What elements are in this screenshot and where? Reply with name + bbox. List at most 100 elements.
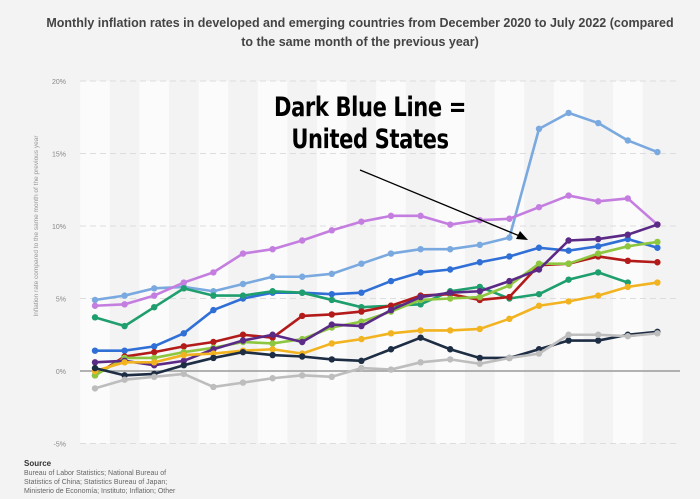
data-point — [151, 359, 158, 366]
data-point — [417, 246, 424, 253]
data-point — [595, 235, 602, 243]
data-point — [417, 293, 424, 301]
data-point — [476, 360, 483, 367]
data-point — [239, 292, 247, 299]
data-point — [476, 288, 483, 295]
data-point — [447, 289, 454, 296]
data-point — [476, 259, 483, 266]
data-point — [269, 246, 276, 253]
series-line — [94, 330, 658, 377]
data-point — [595, 337, 602, 344]
data-point — [210, 354, 217, 362]
data-point — [210, 269, 217, 276]
data-point — [151, 304, 158, 311]
data-point — [358, 322, 365, 330]
data-point — [328, 270, 335, 278]
column-band — [494, 81, 525, 444]
data-point — [387, 277, 395, 285]
data-point — [624, 195, 631, 202]
data-point — [624, 333, 631, 340]
data-point — [387, 330, 395, 337]
data-point — [654, 221, 661, 228]
data-point — [328, 321, 335, 328]
data-point — [180, 351, 187, 359]
annotation-arrow — [359, 169, 523, 238]
data-point — [565, 337, 572, 344]
data-point — [535, 290, 543, 298]
data-point — [269, 288, 276, 295]
data-point — [654, 244, 661, 251]
data-point — [654, 279, 661, 286]
data-point — [151, 373, 158, 380]
data-point — [595, 119, 602, 127]
data-point — [180, 343, 187, 350]
data-point — [328, 296, 335, 304]
data-point — [210, 306, 217, 314]
data-point — [151, 292, 158, 299]
y-axis-label: Inflation rate compared to the same mont… — [33, 135, 40, 317]
data-point — [299, 338, 306, 346]
data-point — [417, 359, 424, 366]
data-point — [299, 372, 306, 379]
column-band — [376, 81, 406, 444]
data-point — [239, 250, 247, 257]
data-point — [358, 357, 365, 365]
data-point — [565, 247, 572, 254]
data-point — [447, 327, 454, 334]
y-tick-label: 20% — [52, 79, 66, 86]
data-point — [476, 241, 483, 249]
y-tick-label: -5% — [54, 442, 66, 449]
annotation-text: Dark Blue Line = United States — [261, 92, 479, 156]
data-point — [91, 347, 99, 354]
data-point — [121, 347, 128, 354]
data-point — [506, 315, 513, 322]
data-point — [180, 370, 187, 378]
data-point — [387, 212, 395, 220]
data-point — [506, 354, 513, 362]
data-point — [180, 330, 187, 337]
data-point — [624, 283, 631, 291]
arrow-head-icon — [516, 231, 528, 240]
data-point — [476, 325, 483, 333]
data-point — [91, 314, 99, 321]
data-point — [180, 285, 187, 292]
data-point — [358, 289, 365, 296]
data-point — [151, 343, 158, 350]
series-line — [94, 223, 658, 367]
data-point — [595, 292, 602, 299]
data-point — [506, 277, 513, 285]
data-point — [121, 301, 128, 308]
data-point — [299, 273, 306, 280]
column-band — [80, 81, 110, 444]
data-point — [535, 266, 543, 273]
data-point — [535, 302, 543, 309]
data-point — [506, 293, 513, 301]
data-point — [328, 340, 335, 347]
series-line — [94, 271, 629, 328]
data-point — [654, 238, 661, 246]
data-point — [595, 243, 602, 250]
data-point — [358, 364, 365, 372]
y-tick-label: 0% — [56, 369, 66, 376]
data-point — [447, 221, 454, 228]
data-point — [535, 244, 543, 251]
data-point — [121, 376, 128, 383]
y-tick-label: 5% — [56, 297, 66, 304]
data-point — [417, 327, 424, 334]
data-point — [417, 212, 424, 220]
data-point — [239, 331, 247, 338]
series-line — [94, 281, 658, 373]
data-point — [535, 203, 543, 211]
source-line: Ministerio de Economía; Instituto; Infla… — [24, 488, 176, 495]
column-band — [317, 81, 347, 444]
data-point — [180, 279, 187, 286]
data-point — [299, 289, 306, 296]
data-point — [151, 285, 158, 292]
data-point — [91, 364, 99, 372]
data-point — [565, 109, 572, 117]
data-point — [121, 322, 128, 330]
series-line — [94, 111, 658, 302]
data-point — [91, 302, 99, 309]
source-heading: Source — [24, 459, 52, 468]
data-point — [535, 125, 543, 133]
